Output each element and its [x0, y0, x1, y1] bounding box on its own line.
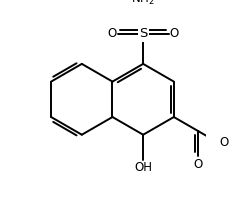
Text: OH: OH: [134, 161, 152, 174]
Text: OH: OH: [219, 136, 229, 149]
Text: S: S: [138, 27, 147, 40]
Text: NH$_2$: NH$_2$: [131, 0, 154, 7]
Text: O: O: [169, 27, 178, 40]
Text: O: O: [107, 27, 116, 40]
Text: O: O: [193, 158, 202, 170]
